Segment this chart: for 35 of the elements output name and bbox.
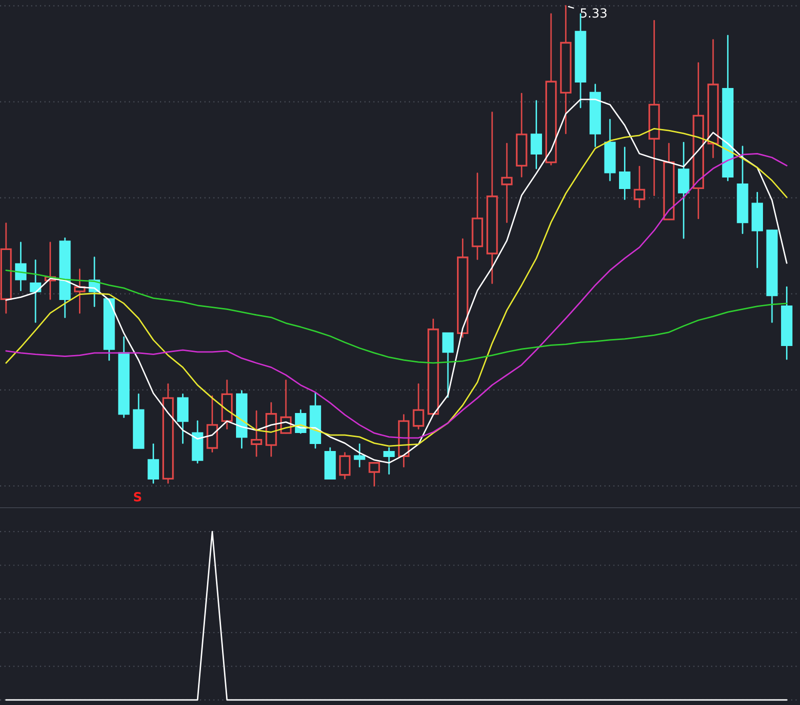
candlestick bbox=[206, 395, 218, 453]
annotation: 5.33 bbox=[580, 8, 607, 18]
candlestick bbox=[752, 192, 763, 268]
candlestick bbox=[30, 260, 42, 323]
candlestick bbox=[236, 390, 248, 449]
candlestick bbox=[177, 394, 188, 444]
candlestick bbox=[619, 146, 630, 200]
candlestick bbox=[456, 238, 468, 338]
candlestick bbox=[250, 410, 262, 457]
candlestick bbox=[590, 84, 601, 148]
candlestick bbox=[545, 13, 557, 166]
candlestick bbox=[486, 112, 498, 284]
candlestick bbox=[722, 34, 734, 182]
candlestick bbox=[15, 242, 26, 292]
candlestick bbox=[148, 443, 160, 484]
candlestick bbox=[472, 172, 484, 260]
candlestick bbox=[707, 39, 719, 158]
candlestick bbox=[310, 392, 322, 449]
candlestick bbox=[678, 142, 690, 239]
candlestick bbox=[781, 286, 792, 360]
candlestick bbox=[354, 443, 366, 468]
candlestick bbox=[265, 402, 277, 457]
candlestick bbox=[692, 62, 704, 220]
candlestick bbox=[501, 142, 513, 224]
candlestick bbox=[0, 222, 12, 314]
candlestick bbox=[736, 146, 748, 234]
candlestick bbox=[634, 166, 646, 208]
candlestick bbox=[530, 100, 542, 170]
candlestick bbox=[74, 268, 86, 314]
text: S bbox=[134, 492, 142, 502]
candlestick bbox=[516, 92, 528, 178]
candlestick bbox=[118, 336, 130, 418]
candlestick bbox=[339, 452, 351, 480]
candlestick bbox=[648, 20, 660, 196]
candlestick bbox=[162, 383, 174, 484]
